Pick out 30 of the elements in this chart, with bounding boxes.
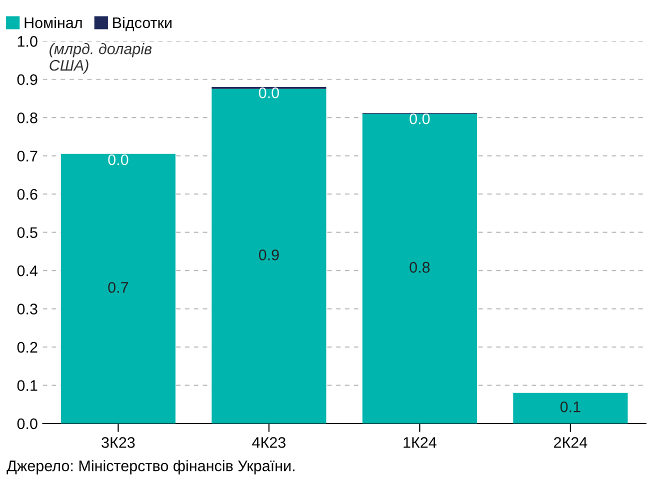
text: Джерело: Міністерство фінансів України.	[6, 460, 294, 474]
data-label: 0.1	[560, 401, 580, 412]
y-tick-label: 0.2	[17, 342, 38, 353]
data-label: 0.8	[410, 262, 430, 273]
data-label: 0.0	[410, 113, 430, 124]
data-label: 0.7	[108, 282, 128, 293]
y-tick-label: 1.0	[18, 36, 38, 47]
y-tick-label: 0.5	[17, 227, 38, 238]
x-tick-label: 3К23	[102, 437, 135, 448]
legend-label: Відсотки	[113, 16, 172, 32]
bar	[362, 114, 477, 424]
bar	[212, 88, 326, 424]
x-tick-label: 2К24	[554, 437, 588, 448]
x-tick-label: 1К24	[404, 437, 436, 448]
data-label: 0.0	[258, 87, 279, 98]
y-tick-label: 0.6	[17, 188, 38, 200]
bar	[60, 154, 176, 424]
y-tick-label: 0.9	[17, 74, 38, 86]
x-tick-label: 4К23	[252, 437, 286, 448]
legend-label: Номінал	[24, 16, 82, 28]
y-tick-label: 0.3	[17, 304, 38, 314]
bar	[513, 392, 628, 424]
y-tick-label: 0.7	[17, 150, 38, 162]
y-tick-label: 0.8	[17, 112, 38, 124]
data-label: 0.0	[108, 154, 128, 166]
y-axis-title: (млрд. доларів США)	[50, 43, 152, 74]
y-tick-label: 0.4	[17, 265, 38, 276]
y-tick-label: 0.0	[17, 418, 38, 430]
data-label: 0.9	[258, 250, 279, 260]
y-tick-label: 0.1	[17, 380, 38, 391]
